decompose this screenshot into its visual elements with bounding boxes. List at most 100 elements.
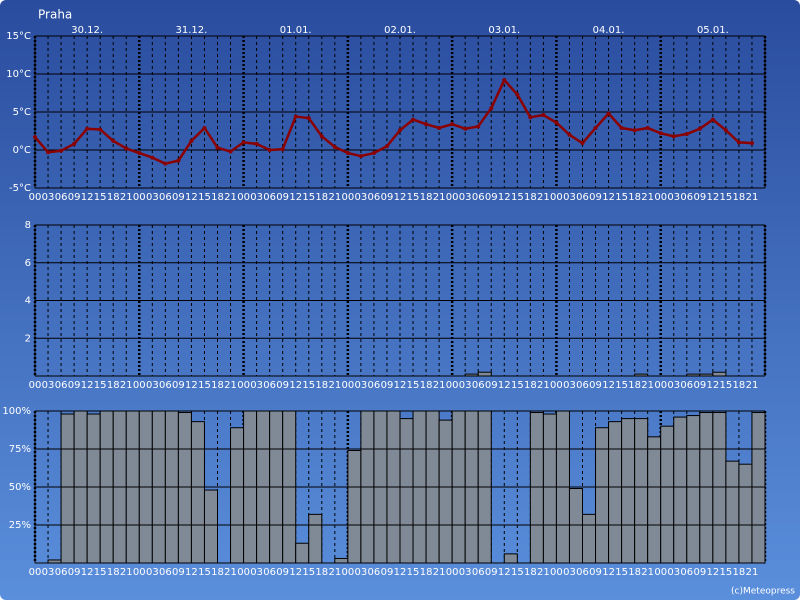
y-tick-label: 2 <box>25 333 31 344</box>
x-tick-label: 09 <box>589 567 602 578</box>
x-tick-label: 15 <box>198 192 211 203</box>
x-tick-label: 06 <box>576 380 589 391</box>
x-tick-label: 15 <box>198 567 211 578</box>
point <box>358 154 363 159</box>
day-label: 31.12. <box>176 25 208 36</box>
y-tick-label: 15°C <box>6 31 31 42</box>
x-tick-label: 00 <box>654 192 667 203</box>
x-tick-label: 03 <box>250 380 263 391</box>
point <box>163 161 168 166</box>
x-tick-label: 03 <box>667 192 680 203</box>
point <box>319 134 324 139</box>
x-tick-label: 18 <box>107 567 120 578</box>
point <box>554 120 559 125</box>
x-tick-label: 03 <box>355 380 368 391</box>
x-tick-label: 12 <box>706 380 719 391</box>
x-tick-label: 03 <box>250 567 263 578</box>
x-tick-label: 21 <box>120 380 133 391</box>
x-tick-label: 12 <box>394 567 407 578</box>
bar <box>529 412 544 564</box>
point <box>384 144 389 149</box>
x-tick-label: 00 <box>654 567 667 578</box>
bar <box>647 436 662 564</box>
x-tick-label: 21 <box>328 380 341 391</box>
bar <box>699 412 714 564</box>
x-tick-label: 15 <box>94 567 107 578</box>
bar <box>190 421 205 564</box>
x-tick-label: 18 <box>420 567 433 578</box>
x-tick-label: 21 <box>328 192 341 203</box>
point <box>463 126 468 131</box>
x-tick-label: 06 <box>263 192 276 203</box>
point <box>567 132 572 137</box>
x-tick-label: 00 <box>550 380 563 391</box>
y-tick-label: 25% <box>9 520 31 531</box>
point <box>684 132 689 137</box>
x-tick-label: 09 <box>485 380 498 391</box>
bar <box>595 427 610 564</box>
x-tick-label: 09 <box>172 192 185 203</box>
x-tick-label: 21 <box>641 380 654 391</box>
y-tick-label: 6 <box>25 258 31 269</box>
point <box>280 147 285 152</box>
x-tick-label: 15 <box>615 380 628 391</box>
x-tick-label: 03 <box>146 192 159 203</box>
x-tick-label: 12 <box>498 380 511 391</box>
x-tick-label: 06 <box>263 380 276 391</box>
x-tick-label: 00 <box>237 567 250 578</box>
x-tick-label: 00 <box>237 192 250 203</box>
x-tick-label: 12 <box>602 380 615 391</box>
x-tick-label: 18 <box>315 380 328 391</box>
x-tick-label: 03 <box>667 380 680 391</box>
day-label: 03.01. <box>488 25 520 36</box>
x-tick-label: 09 <box>68 192 81 203</box>
x-tick-label: 12 <box>289 192 302 203</box>
x-tick-label: 21 <box>537 380 550 391</box>
point <box>671 134 676 139</box>
point <box>59 148 64 153</box>
x-tick-label: 21 <box>433 380 446 391</box>
y-tick-label: 0°C <box>13 145 31 156</box>
x-tick-label: 21 <box>537 567 550 578</box>
x-tick-label: 09 <box>276 567 289 578</box>
x-tick-label: 18 <box>628 192 641 203</box>
point <box>267 148 272 152</box>
day-label: 02.01. <box>384 25 416 36</box>
x-tick-label: 15 <box>407 380 420 391</box>
bar <box>203 489 218 564</box>
x-tick-label: 18 <box>628 567 641 578</box>
x-tick-label: 00 <box>550 192 563 203</box>
footer: (c)Meteopress <box>731 587 795 597</box>
point <box>437 125 442 130</box>
x-tick-label: 06 <box>159 567 172 578</box>
point <box>593 125 598 130</box>
x-tick-label: 06 <box>576 192 589 203</box>
point <box>228 149 233 154</box>
x-tick-label: 06 <box>680 380 693 391</box>
x-tick-label: 00 <box>654 380 667 391</box>
x-tick-label: 09 <box>172 567 185 578</box>
x-tick-label: 18 <box>420 380 433 391</box>
bar <box>608 421 623 564</box>
x-tick-label: 06 <box>159 192 172 203</box>
bar <box>308 513 323 564</box>
x-tick-label: 03 <box>250 192 263 203</box>
x-tick-label: 09 <box>589 192 602 203</box>
x-tick-label: 09 <box>485 567 498 578</box>
point <box>749 141 754 146</box>
point <box>632 128 637 133</box>
y-tick-label: 10°C <box>6 69 31 80</box>
x-tick-label: 09 <box>693 567 706 578</box>
x-tick-label: 18 <box>628 380 641 391</box>
x-tick-label: 09 <box>172 380 185 391</box>
x-tick-label: 18 <box>524 567 537 578</box>
temperature-line <box>34 78 753 165</box>
point <box>528 115 533 120</box>
point <box>541 113 546 118</box>
point <box>189 138 194 143</box>
x-tick-label: 03 <box>355 192 368 203</box>
x-tick-label: 06 <box>680 192 693 203</box>
x-tick-label: 12 <box>81 192 94 203</box>
x-tick-label: 18 <box>524 380 537 391</box>
bar <box>751 412 766 564</box>
